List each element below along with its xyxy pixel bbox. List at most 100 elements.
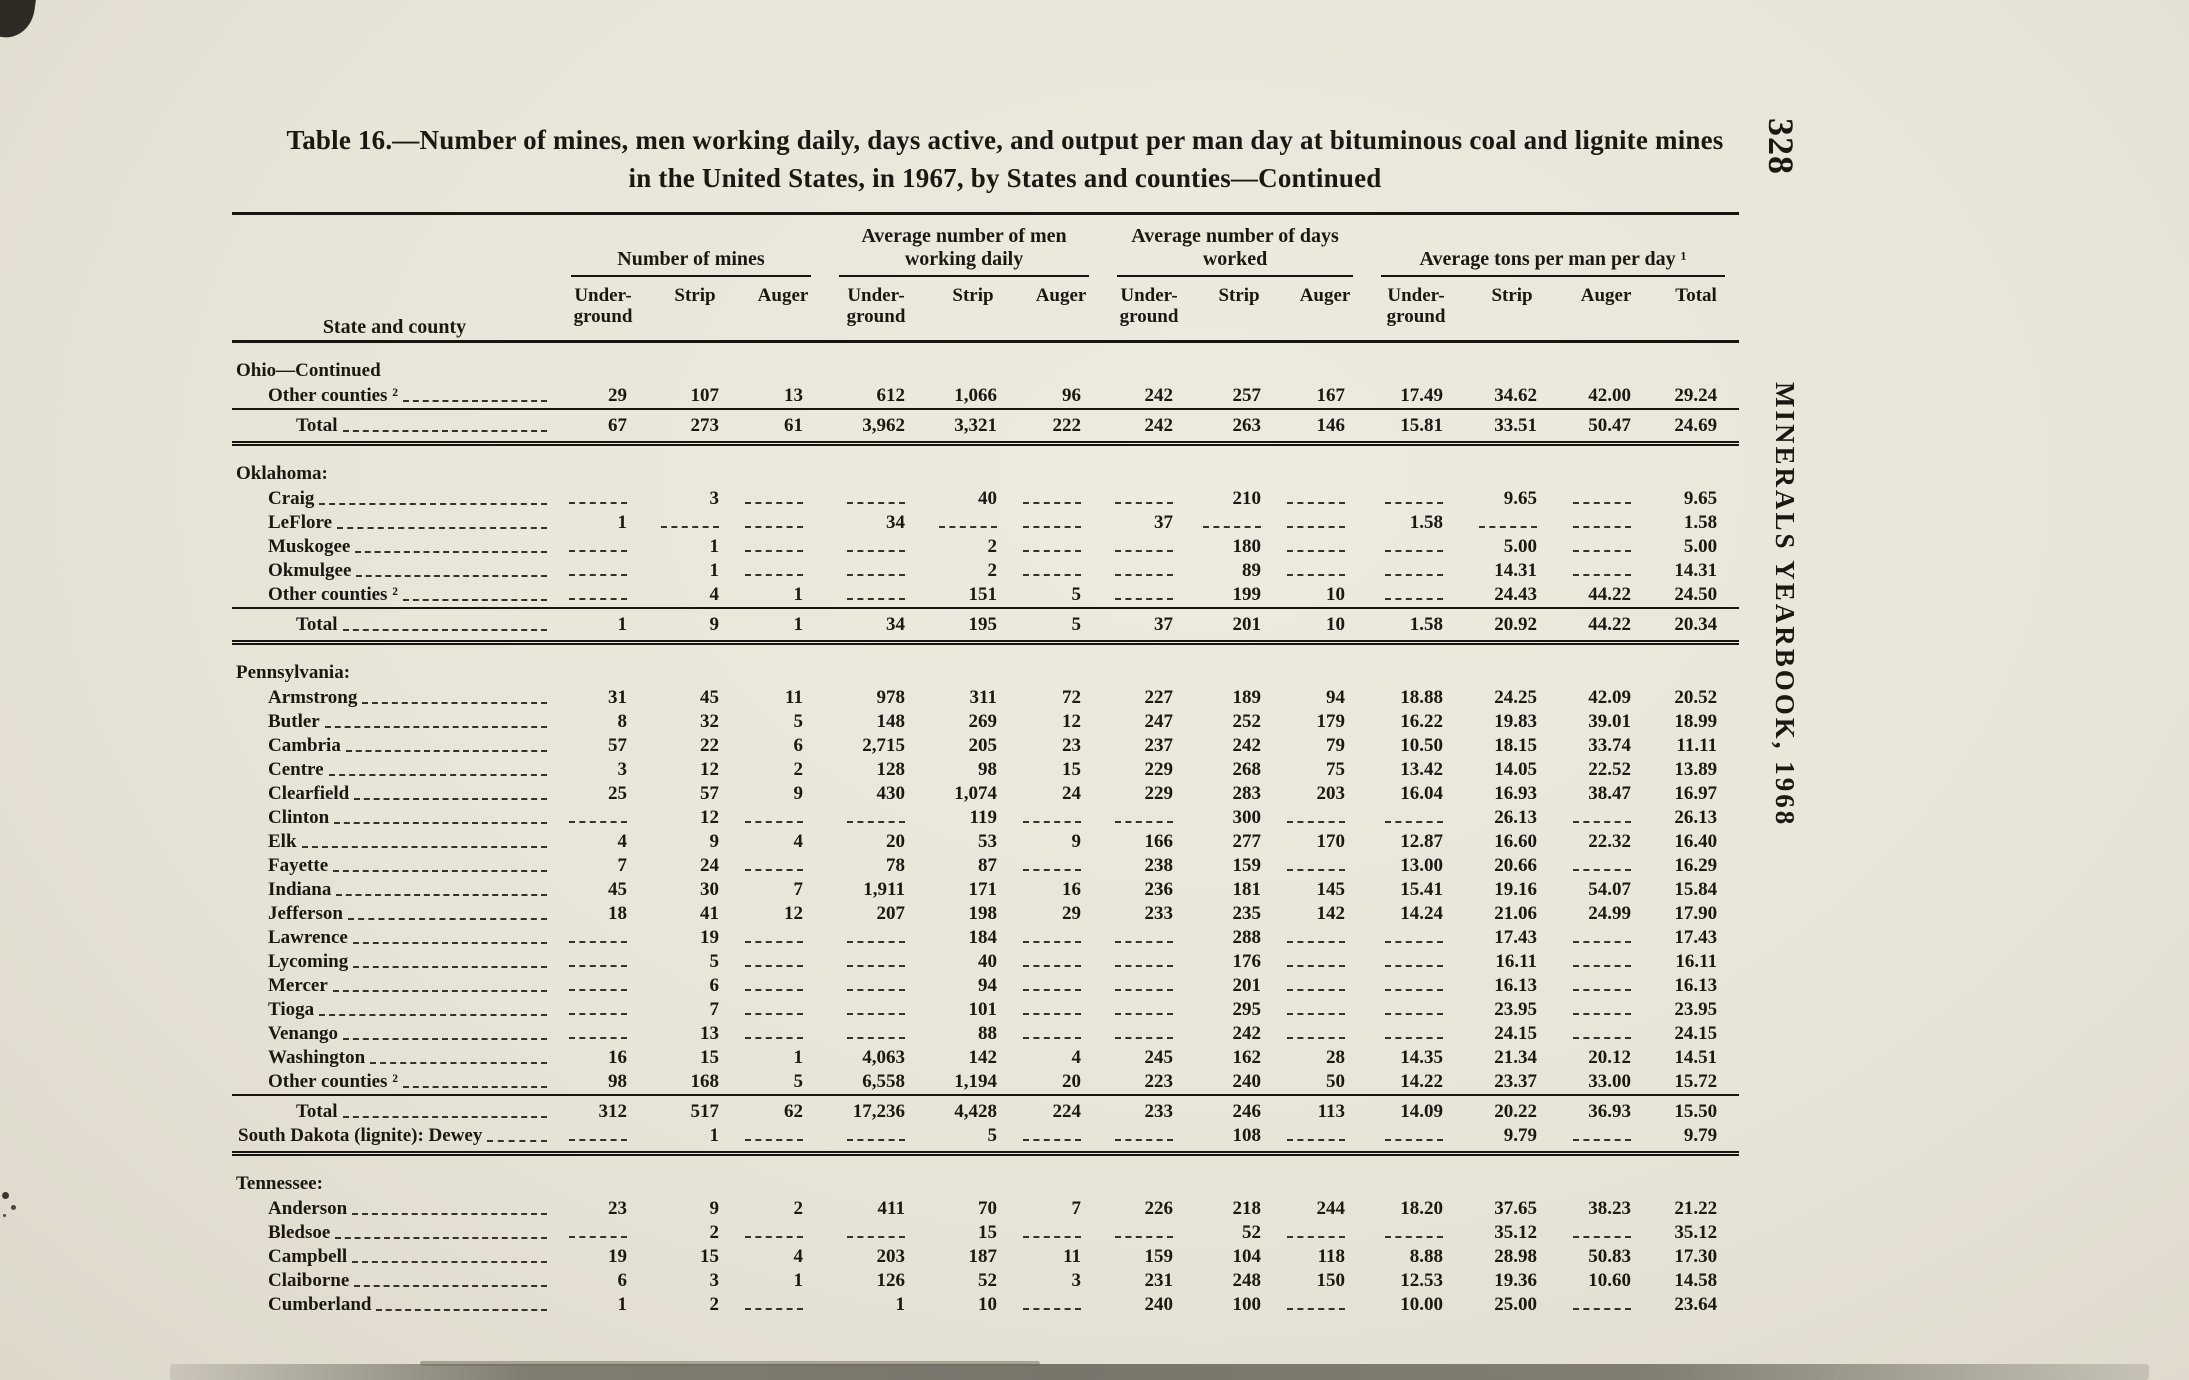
- cell-no-data: [741, 974, 825, 998]
- empty-cell: [1653, 1153, 1739, 1197]
- cell-no-data: [1367, 559, 1465, 583]
- cell-value: 12: [1062, 710, 1082, 732]
- cell-value: 1,074: [954, 782, 997, 804]
- cell-value: 126: [876, 1269, 906, 1291]
- table-row: Claiborne 6 3 1 126 52 3 231 248 150 12.53 19.36 10.…: [232, 1269, 1739, 1293]
- empty-cell: [1653, 642, 1739, 686]
- row-stub-cell: Craig: [232, 487, 557, 511]
- cell-no-data: [825, 583, 927, 608]
- no-data-dashes: [569, 952, 627, 967]
- cell-value: 20: [886, 830, 905, 852]
- no-data-dashes: [1115, 808, 1174, 823]
- cell-no-data: [741, 487, 825, 511]
- table-row: Cumberland 1 2 1 10 240 100 10.00 25.00 23.64: [232, 1293, 1739, 1317]
- no-data-dashes: [1115, 585, 1174, 600]
- no-data-dashes: [1573, 1024, 1632, 1039]
- cell-no-data: [557, 998, 649, 1022]
- cell-value: 22: [700, 734, 719, 756]
- cell-no-data: [1559, 950, 1653, 974]
- cell-value: 189: [1232, 686, 1262, 708]
- cell-no-data: [1103, 974, 1195, 998]
- cell-value: 19: [700, 926, 719, 948]
- leader-line: [354, 797, 547, 800]
- cell-value: 5: [793, 1070, 804, 1092]
- row-stub-cell: Claiborne: [232, 1269, 557, 1293]
- cell-value: 61: [741, 407, 825, 446]
- cell-value: 19.83: [1494, 710, 1538, 732]
- cell-no-data: [557, 583, 649, 608]
- table-row: Okmulgee 1 2 89 14.31 14.31: [232, 559, 1739, 583]
- cell-value: 113: [1283, 1093, 1368, 1124]
- leader-line: [362, 701, 547, 704]
- cell-value: 612: [876, 384, 906, 406]
- cell-no-data: [1283, 1293, 1367, 1317]
- cell-no-data: [1019, 1293, 1103, 1317]
- cell-value: 13: [784, 384, 803, 406]
- cell-value: 277: [1232, 830, 1262, 852]
- cell-value: 4: [617, 830, 628, 852]
- leader-line: [333, 869, 547, 872]
- cell-value: 24.69: [1653, 407, 1740, 446]
- no-data-dashes: [1115, 1000, 1174, 1015]
- cell-value: 6,558: [862, 1070, 905, 1092]
- empty-cell: [741, 1153, 825, 1197]
- cell-no-data: [1103, 559, 1195, 583]
- cell-value: 242: [1103, 407, 1196, 446]
- table-row: Elk 4 9 4 20 53 9 166 277 170 12.87 16.60 22.32 16.40: [232, 830, 1739, 854]
- cell-no-data: [927, 511, 1019, 535]
- no-data-dashes: [1115, 976, 1174, 991]
- cell-value: 21.06: [1494, 902, 1538, 924]
- table-row: Pennsylvania:: [232, 642, 1739, 686]
- scan-bottom-shadow-2: [420, 1361, 1040, 1366]
- table-row: Indiana 45 30 7 1,911 171 16 236 181 145 15.41 19.1…: [232, 878, 1739, 902]
- table-row: Clinton 12 119 300 26.13 26.13: [232, 806, 1739, 830]
- no-data-dashes: [847, 561, 905, 576]
- row-label: Other counties ²: [268, 1070, 398, 1092]
- cell-value: 25: [608, 782, 627, 804]
- cell-no-data: [1367, 950, 1465, 974]
- cell-value: 1: [741, 606, 825, 645]
- table-title-line2: in the United States, in 1967, by States…: [628, 162, 1382, 193]
- cell-value: 205: [968, 734, 998, 756]
- no-data-dashes: [1385, 585, 1444, 600]
- empty-cell: [557, 443, 649, 487]
- row-label: South Dakota (lignite): Dewey: [238, 1124, 483, 1146]
- column-header-state-county: State and county: [232, 213, 557, 343]
- cell-value: 24.99: [1588, 902, 1632, 924]
- leader-line: [354, 1284, 547, 1287]
- cell-no-data: [1367, 974, 1465, 998]
- subheader-underground: Under-ground: [557, 278, 649, 343]
- cell-value: 1: [617, 511, 628, 533]
- cell-value: 17.90: [1674, 902, 1718, 924]
- no-data-dashes: [1115, 1126, 1174, 1141]
- no-data-dashes: [569, 808, 627, 823]
- cell-no-data: [557, 487, 649, 511]
- cell-value: 3: [709, 1269, 720, 1291]
- no-data-dashes: [745, 1223, 803, 1238]
- cell-no-data: [1103, 583, 1195, 608]
- empty-cell: [649, 341, 741, 384]
- cell-value: 11: [1063, 1245, 1082, 1267]
- empty-cell: [1019, 1153, 1103, 1197]
- cell-no-data: [1019, 926, 1103, 950]
- cell-value: 15.81: [1367, 407, 1466, 446]
- cell-value: 23.37: [1494, 1070, 1538, 1092]
- cell-value: 8: [617, 710, 628, 732]
- cell-value: 41: [700, 902, 719, 924]
- no-data-dashes: [569, 1126, 627, 1141]
- no-data-dashes: [1287, 1223, 1346, 1238]
- cell-value: 244: [1316, 1197, 1346, 1219]
- cell-value: 145: [1316, 878, 1346, 900]
- cell-no-data: [1465, 511, 1559, 535]
- subheader-strip: Strip: [1195, 278, 1284, 343]
- leader-line: [332, 989, 547, 992]
- cell-no-data: [1559, 1022, 1653, 1046]
- no-data-dashes: [1023, 976, 1082, 991]
- no-data-dashes: [1573, 513, 1632, 528]
- cell-value: 39.01: [1588, 710, 1632, 732]
- no-data-dashes: [1573, 928, 1632, 943]
- empty-cell: [1103, 642, 1195, 686]
- cell-value: 33.00: [1588, 1070, 1632, 1092]
- leader-line: [301, 845, 547, 848]
